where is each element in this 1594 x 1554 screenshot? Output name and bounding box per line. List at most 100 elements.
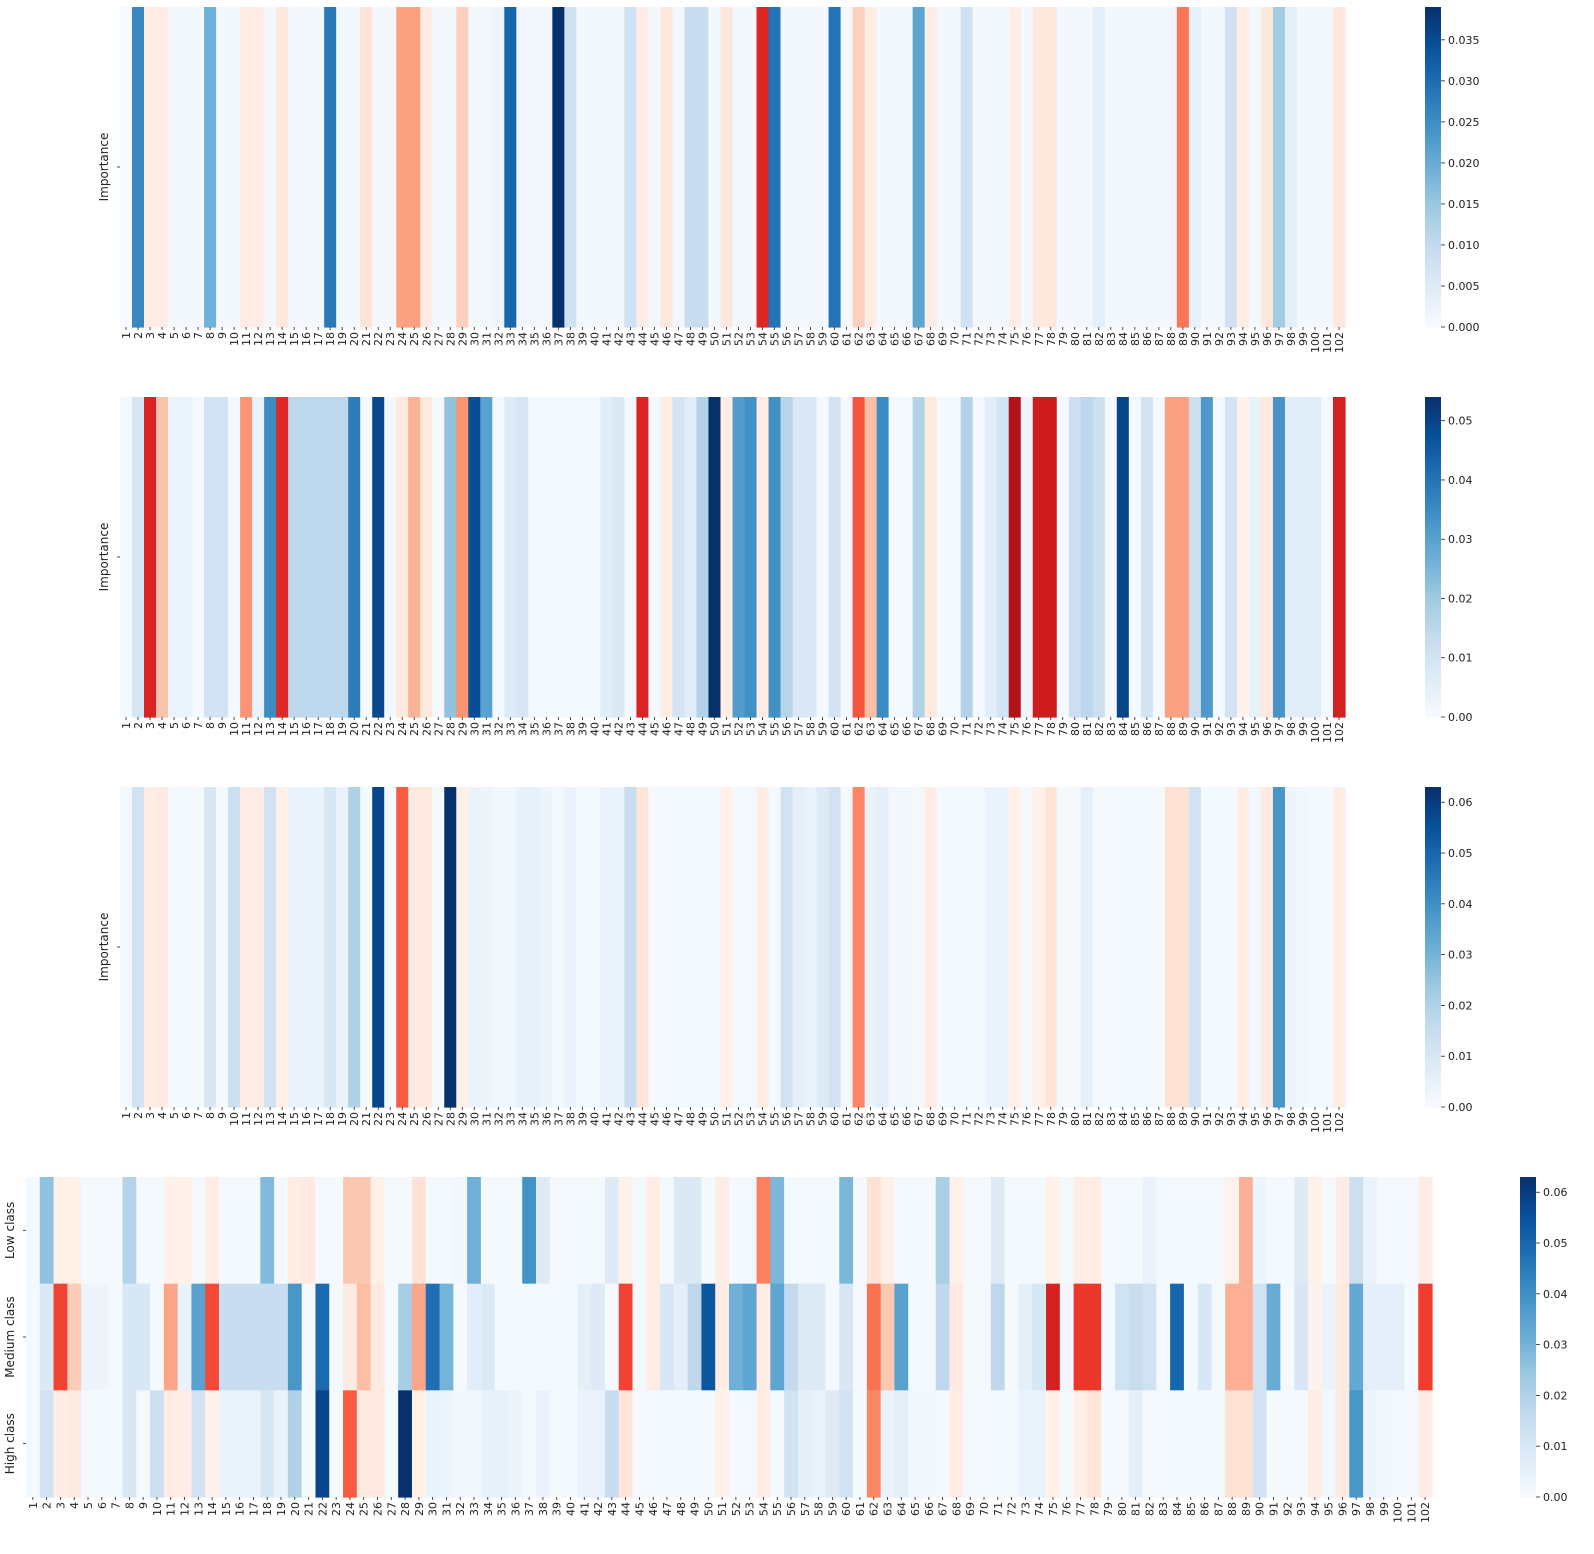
x-tick-label: 36 — [509, 1502, 522, 1516]
heatmap-cell — [300, 7, 313, 328]
x-tick-label: 1 — [120, 722, 133, 729]
x-tick-label: 84 — [1117, 722, 1130, 736]
colorbar-segment — [1425, 847, 1441, 852]
colorbar-segment — [1425, 811, 1441, 816]
heatmap-cell — [384, 1390, 399, 1498]
heatmap-cell — [522, 1177, 537, 1285]
heatmap-cell — [1114, 1283, 1130, 1391]
x-tick-label: 22 — [372, 722, 385, 736]
x-tick-label: 34 — [516, 332, 529, 346]
x-tick-label: 76 — [1061, 1502, 1074, 1516]
heatmap-cell — [516, 7, 529, 328]
x-tick-label: 22 — [372, 332, 385, 346]
heatmap-cell — [1320, 7, 1334, 328]
heatmap-cell — [866, 1177, 882, 1285]
heatmap-cell — [163, 1177, 179, 1285]
colorbar-segment — [1520, 1453, 1536, 1458]
colorbar-segment — [1425, 1015, 1441, 1020]
x-tick-label: 16 — [300, 1112, 313, 1126]
heatmap-cell — [218, 1390, 234, 1498]
x-tick-label: 64 — [877, 722, 890, 736]
heatmap-cell — [828, 397, 842, 718]
colorbar-segment — [1425, 887, 1441, 892]
x-tick-label: 22 — [372, 1112, 385, 1126]
x-tick-label: 54 — [757, 1112, 770, 1126]
heatmap-cell — [39, 1283, 55, 1391]
heatmap-cell — [132, 7, 145, 328]
x-tick-label: 51 — [720, 332, 733, 346]
heatmap-cell — [636, 787, 650, 1108]
colorbar-segment — [1520, 1249, 1536, 1254]
heatmap-cell — [343, 1390, 358, 1498]
colorbar-segment — [1520, 1409, 1536, 1414]
x-tick-label: 9 — [137, 1502, 150, 1509]
colorbar-segment — [1425, 1023, 1441, 1028]
colorbar-segment — [1520, 1245, 1536, 1250]
heatmap-cell — [432, 7, 445, 328]
heatmap-cell — [1101, 1177, 1116, 1285]
x-tick-label: 60 — [829, 722, 842, 736]
x-tick-label: 72 — [1006, 1502, 1019, 1516]
colorbar-segment — [1425, 1091, 1441, 1096]
heatmap-cell — [756, 787, 770, 1108]
x-tick-label: 74 — [997, 1112, 1010, 1126]
colorbar-segment — [1425, 549, 1441, 554]
heatmap-cell — [792, 7, 806, 328]
colorbar-segment — [1425, 259, 1441, 264]
x-tick-label: 8 — [123, 1502, 136, 1509]
x-tick-label: 101 — [1405, 1502, 1418, 1523]
heatmap-cell — [1183, 1283, 1199, 1391]
heatmap-cell — [494, 1390, 510, 1498]
heatmap-cell — [260, 1177, 275, 1285]
heatmap-cell — [864, 397, 878, 718]
x-tick-label: 53 — [745, 722, 758, 736]
heatmap-cell — [494, 1283, 510, 1391]
x-tick-label: 89 — [1177, 722, 1190, 736]
colorbar-segment — [1425, 931, 1441, 936]
heatmap-cell — [1092, 787, 1106, 1108]
x-tick-label: 71 — [961, 1112, 974, 1126]
heatmap-cell — [708, 7, 722, 328]
x-tick-label: 85 — [1129, 332, 1142, 346]
x-tick-label: 11 — [165, 1502, 178, 1516]
x-tick-label: 56 — [785, 1502, 798, 1516]
x-tick-label: 55 — [769, 1112, 782, 1126]
x-tick-label: 33 — [504, 332, 517, 346]
colorbar-segment — [1425, 863, 1441, 868]
colorbar-segment — [1425, 275, 1441, 280]
colorbar-segment — [1425, 199, 1441, 204]
x-tick-label: 52 — [733, 722, 746, 736]
heatmap-cell — [81, 1390, 96, 1498]
heatmap-cell — [144, 787, 157, 1108]
heatmap-cell — [315, 1177, 330, 1285]
x-tick-label: 6 — [180, 332, 193, 339]
heatmap-cell — [591, 1177, 606, 1285]
heatmap-cell — [1211, 1283, 1226, 1391]
x-tick-label: 72 — [973, 1112, 986, 1126]
x-tick-label: 56 — [781, 1112, 794, 1126]
x-tick-label: 77 — [1033, 332, 1046, 346]
x-tick-label: 26 — [372, 1502, 385, 1516]
x-tick-label: 86 — [1199, 1502, 1212, 1516]
colorbar-segment — [1425, 207, 1441, 212]
heatmap-cell — [924, 7, 938, 328]
x-tick-label: 32 — [492, 332, 505, 346]
colorbar-segment — [1425, 1055, 1441, 1060]
x-tick-label: 43 — [606, 1502, 619, 1516]
x-tick-label: 95 — [1323, 1502, 1336, 1516]
colorbar-segment — [1425, 545, 1441, 550]
heatmap-cell — [348, 397, 361, 718]
heatmap-cell — [156, 7, 169, 328]
heatmap-cell — [1183, 1177, 1199, 1285]
x-tick-label: 76 — [1021, 332, 1034, 346]
heatmap-cell — [1059, 1390, 1075, 1498]
colorbar-segment — [1425, 815, 1441, 820]
heatmap-cell — [949, 1283, 964, 1391]
heatmap-cell — [1068, 7, 1082, 328]
heatmap-cell — [1296, 787, 1310, 1108]
colorbar-segment — [1520, 1197, 1536, 1202]
heatmap-cell — [384, 7, 397, 328]
heatmap-cell — [425, 1390, 441, 1498]
x-tick-label: 94 — [1309, 1502, 1322, 1516]
colorbar-segment — [1425, 855, 1441, 860]
